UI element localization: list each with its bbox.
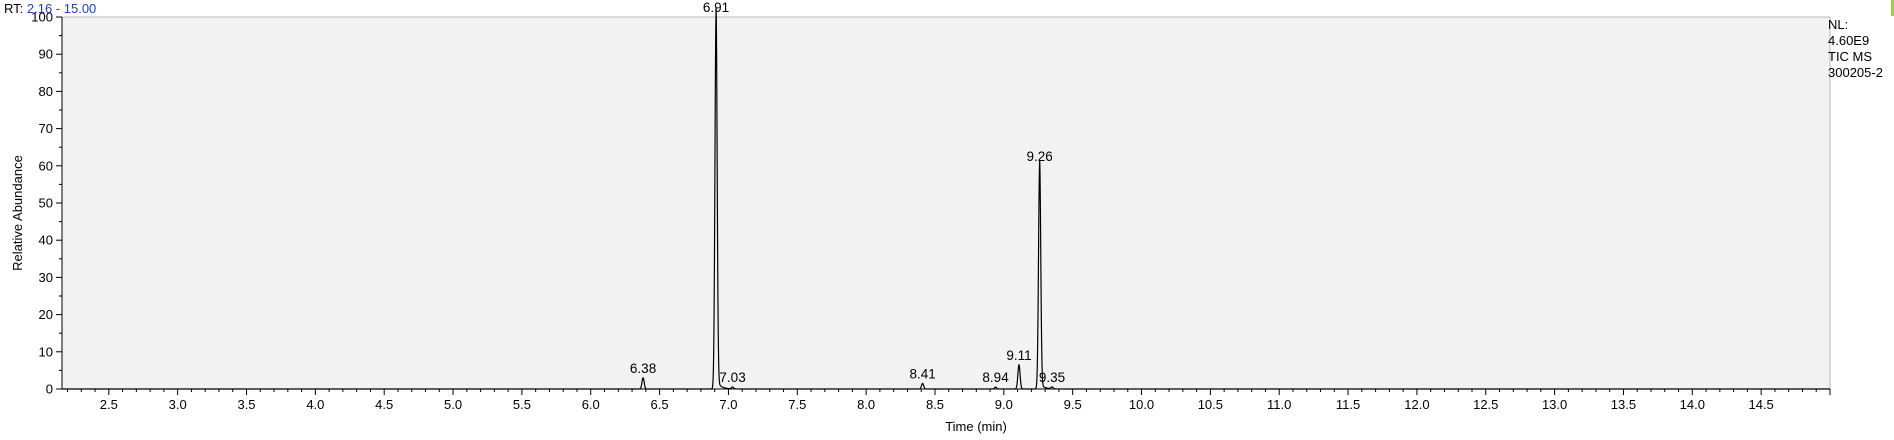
x-tick-label: 11.0 [1267,397,1291,412]
peak-label: 7.03 [719,370,745,385]
nl-label: NL: [1828,17,1849,32]
x-tick-label: 12.5 [1473,397,1498,412]
x-tick-label: 12.0 [1404,397,1429,412]
peak-label: 6.91 [703,0,729,15]
y-tick-label: 80 [39,84,53,99]
x-axis-title: Time (min) [945,419,1007,434]
x-tick-label: 10.5 [1198,397,1223,412]
peak-label: 9.26 [1026,149,1052,164]
file-name: 300205-2 [1828,65,1883,80]
x-tick-label: 8.5 [926,397,944,412]
x-tick-label: 13.0 [1542,397,1567,412]
y-tick-label: 100 [31,10,53,25]
x-tick-label: 6.0 [582,397,600,412]
x-tick-label: 3.0 [169,397,187,412]
peak-label: 8.94 [982,370,1009,385]
x-tick-label: 6.5 [651,397,669,412]
x-tick-label: 2.5 [100,397,118,412]
x-tick-label: 10.0 [1129,397,1154,412]
y-tick-label: 40 [39,233,53,248]
x-tick-label: 14.5 [1748,397,1773,412]
rt-range-header: RT: 2.16 - 15.00 [4,1,96,16]
rt-label: RT: [4,1,24,16]
x-tick-label: 7.5 [788,397,806,412]
x-tick-label: 7.0 [719,397,737,412]
y-tick-label: 30 [39,270,53,285]
x-tick-label: 5.0 [444,397,462,412]
y-axis-title: Relative Abundance [10,155,25,271]
x-tick-label: 13.5 [1611,397,1636,412]
peak-label: 9.35 [1039,370,1065,385]
peak-label: 6.38 [630,361,656,376]
y-tick-label: 90 [39,47,53,62]
nl-value: 4.60E9 [1828,33,1870,48]
y-tick-label: 50 [39,196,53,211]
corner-marker [1891,0,1894,16]
plot-area [61,16,1831,390]
x-tick-label: 3.5 [237,397,255,412]
x-tick-label: 4.0 [306,397,324,412]
rt-range-value: 2.16 - 15.00 [26,1,97,16]
peak-label: 9.11 [1006,348,1031,363]
x-tick-label: 14.0 [1680,397,1705,412]
y-tick-label: 70 [39,121,53,136]
y-tick-label: 60 [39,158,53,173]
x-tick-label: 8.0 [857,397,875,412]
x-tick-label: 4.5 [375,397,393,412]
y-tick-label: 20 [39,307,53,322]
x-tick-label: 9.0 [995,397,1013,412]
y-tick-label: 0 [46,382,53,397]
x-tick-label: 11.5 [1336,397,1360,412]
x-tick-label: 9.5 [1064,397,1082,412]
scan-type: TIC MS [1828,49,1873,64]
scan-info: NL: 4.60E9 TIC MS 300205-2 [1828,17,1883,81]
peak-label: 8.41 [909,366,935,381]
x-tick-label: 5.5 [513,397,531,412]
y-tick-label: 10 [39,344,53,359]
